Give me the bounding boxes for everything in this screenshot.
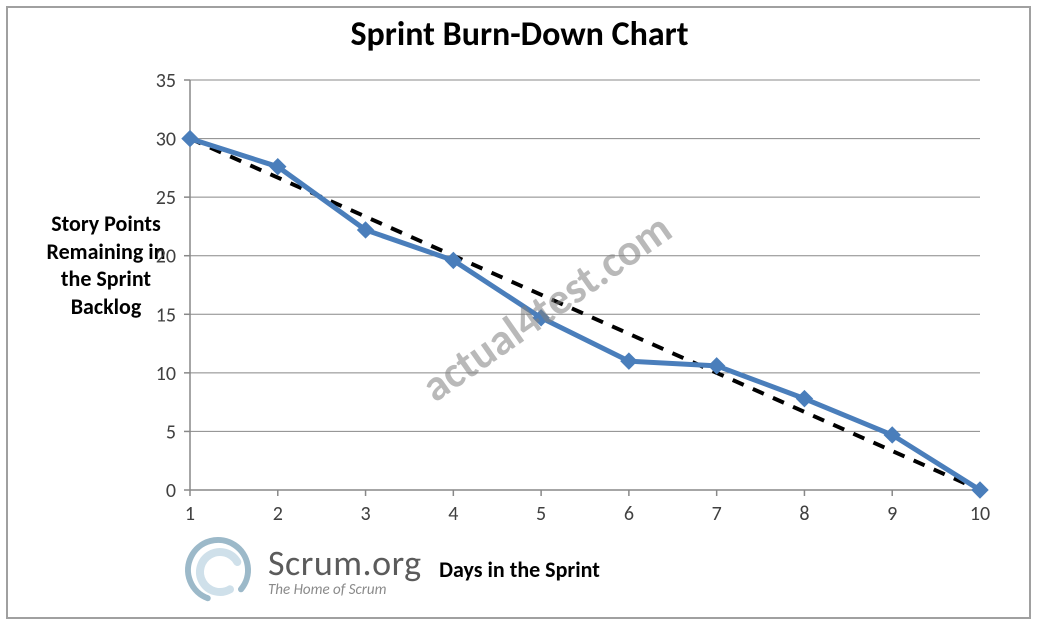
svg-text:10: 10 — [156, 362, 176, 386]
svg-text:8: 8 — [799, 502, 809, 526]
svg-text:10: 10 — [970, 502, 990, 526]
logo-brand-text: Scrum.org — [268, 541, 422, 585]
logo-brand-suffix: .org — [363, 541, 422, 585]
svg-text:5: 5 — [536, 502, 546, 526]
svg-text:1: 1 — [185, 502, 195, 526]
svg-text:5: 5 — [166, 420, 176, 444]
svg-text:25: 25 — [156, 186, 176, 210]
svg-text:20: 20 — [156, 245, 176, 269]
svg-text:7: 7 — [712, 502, 722, 526]
svg-text:3: 3 — [360, 502, 370, 526]
scrum-org-logo: Scrum.org The Home of Scrum — [178, 530, 422, 610]
svg-text:6: 6 — [624, 502, 634, 526]
svg-text:15: 15 — [156, 303, 176, 327]
svg-text:4: 4 — [448, 502, 458, 526]
svg-text:9: 9 — [887, 502, 897, 526]
burndown-plot: 0 5 10 15 20 25 30 35 1 2 3 4 5 6 7 8 9 10 — [0, 0, 1039, 627]
logo-brand-main: Scrum — [268, 541, 363, 585]
svg-text:2: 2 — [273, 502, 283, 526]
svg-text:0: 0 — [166, 479, 176, 503]
scrum-swirl-icon — [178, 530, 258, 610]
svg-text:35: 35 — [156, 69, 176, 93]
svg-text:30: 30 — [156, 128, 176, 152]
